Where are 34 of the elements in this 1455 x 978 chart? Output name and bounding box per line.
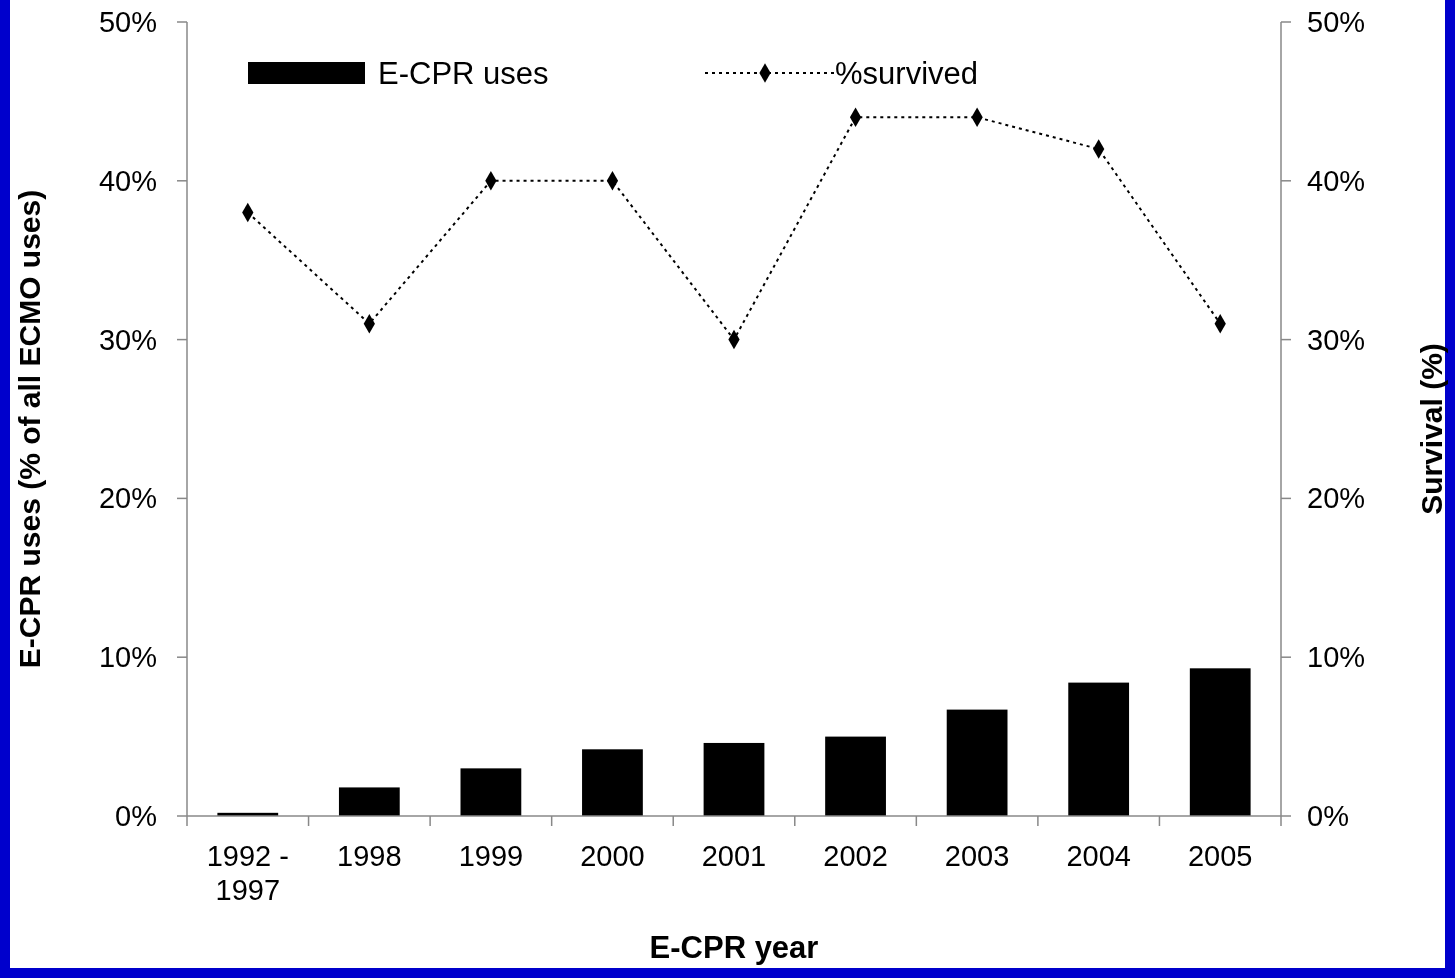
x-tick-label: 1998 [337, 840, 402, 872]
y-tick-label: 10% [98, 641, 157, 674]
x-tick-label: 2004 [1066, 840, 1131, 872]
y-axis-title: E-CPR uses (% of all ECMO uses) [13, 189, 46, 669]
y-tick-label: 30% [98, 323, 157, 356]
y2-tick-label: 40% [1307, 164, 1366, 197]
bar [1189, 668, 1251, 816]
x-tick-label: 1999 [458, 840, 524, 872]
x-tick-label: 2001 [701, 840, 767, 872]
bar [460, 768, 522, 816]
legend-label: E-CPR uses [378, 56, 549, 91]
bar [825, 736, 886, 816]
bar [338, 787, 400, 816]
bar [946, 709, 1008, 816]
y-tick-label: 50% [98, 6, 157, 38]
x-tick-label: 2002 [823, 840, 888, 872]
y-tick-label: 20% [98, 482, 157, 515]
bar [703, 742, 765, 816]
x-tick-label: 2000 [580, 840, 645, 872]
x-axis-title: E-CPR year [649, 930, 819, 965]
y2-tick-label: 20% [1307, 482, 1366, 515]
y2-tick-label: 30% [1307, 323, 1366, 356]
y2-axis-title: Survival (%) [1415, 343, 1448, 515]
y2-tick-label: 0% [1307, 800, 1349, 832]
bar [1068, 682, 1130, 816]
x-tick-label: 2005 [1187, 840, 1253, 872]
bar [582, 749, 643, 816]
y2-tick-label: 10% [1307, 641, 1366, 674]
legend-label: %survived [835, 56, 978, 91]
y2-tick-label: 50% [1307, 6, 1366, 38]
y-tick-label: 0% [115, 800, 157, 832]
x-tick-label: 2003 [944, 840, 1010, 872]
y-tick-label: 40% [98, 164, 157, 197]
x-tick-label: 1992 - 1997 [206, 840, 289, 906]
